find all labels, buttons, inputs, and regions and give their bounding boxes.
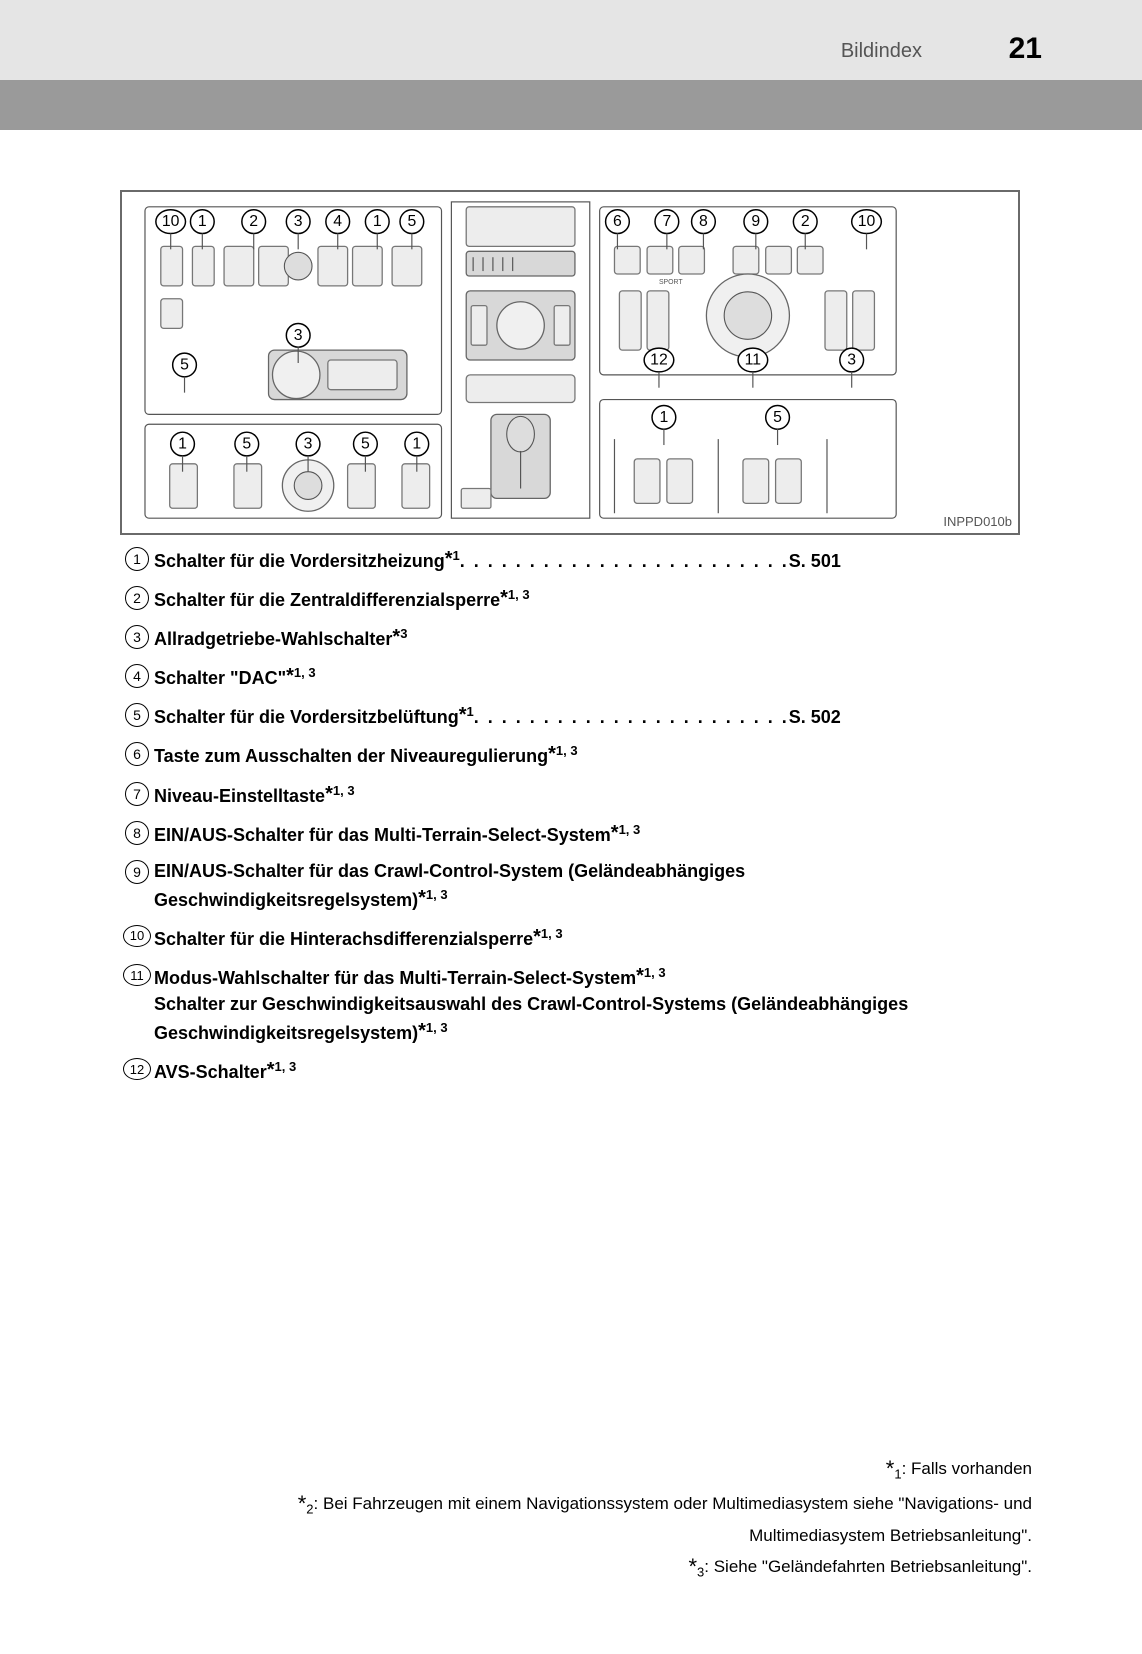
callout-number: 1 bbox=[198, 213, 207, 230]
manual-page: Bildindex 21 bbox=[0, 0, 1142, 1654]
legend-number: 1 bbox=[125, 547, 149, 571]
legend-number: 11 bbox=[123, 964, 151, 986]
footnote: *3: Siehe "Geländefahrten Betriebsanleit… bbox=[212, 1549, 1032, 1584]
callout-number: 1 bbox=[178, 436, 187, 453]
legend-text: Niveau-Einstelltaste*1, 3 bbox=[154, 780, 1020, 809]
legend-row: 7Niveau-Einstelltaste*1, 3 bbox=[120, 780, 1020, 809]
callout-number: 5 bbox=[361, 436, 370, 453]
legend-number: 10 bbox=[123, 925, 151, 947]
footnote: *1: Falls vorhanden bbox=[212, 1451, 1032, 1486]
callout-number: 4 bbox=[333, 213, 342, 230]
center-console bbox=[451, 202, 589, 518]
legend-number: 12 bbox=[123, 1058, 151, 1080]
legend-number: 3 bbox=[125, 625, 149, 649]
callout-number: 2 bbox=[801, 213, 810, 230]
legend-number: 9 bbox=[125, 860, 149, 884]
legend-number: 5 bbox=[125, 703, 149, 727]
legend-row: 3Allradgetriebe-Wahlschalter*3 bbox=[120, 623, 1020, 652]
diagram-svg: SPORT 10123415678921035121131535115 bbox=[122, 192, 1018, 533]
callout-number: 10 bbox=[858, 213, 876, 230]
right-top-controls: SPORT bbox=[614, 246, 874, 357]
left-bottom-controls bbox=[170, 460, 430, 511]
legend-row: 8EIN/AUS-Schalter für das Multi-Terrain-… bbox=[120, 819, 1020, 848]
legend-row: 5Schalter für die Vordersitzbelüftung*1.… bbox=[120, 701, 1020, 730]
callout-number: 1 bbox=[373, 213, 382, 230]
legend-row: 4Schalter "DAC"*1, 3 bbox=[120, 662, 1020, 691]
callout-number: 7 bbox=[662, 213, 671, 230]
callout-number: 5 bbox=[180, 356, 189, 373]
legend-text: Modus-Wahlschalter für das Multi-Terrain… bbox=[154, 962, 1020, 1046]
legend-text: Taste zum Ausschalten der Niveauregulier… bbox=[154, 740, 1020, 769]
right-bottom-controls bbox=[614, 439, 827, 513]
legend-number: 4 bbox=[125, 664, 149, 688]
diagram-code: INPPD010b bbox=[943, 514, 1012, 529]
callout-number: 3 bbox=[294, 327, 303, 344]
left-top-controls bbox=[161, 246, 422, 328]
callout-number: 12 bbox=[650, 352, 668, 369]
legend-text: EIN/AUS-Schalter für das Crawl-Control-S… bbox=[154, 858, 1020, 913]
callout-number: 1 bbox=[660, 409, 669, 426]
legend-text: EIN/AUS-Schalter für das Multi-Terrain-S… bbox=[154, 819, 1020, 848]
legend-text: Schalter für die Vordersitzbelüftung*1. … bbox=[154, 701, 1020, 730]
callout-number: 3 bbox=[847, 352, 856, 369]
callout-number: 11 bbox=[745, 352, 762, 369]
legend-row: 9EIN/AUS-Schalter für das Crawl-Control-… bbox=[120, 858, 1020, 913]
svg-text:SPORT: SPORT bbox=[659, 279, 683, 286]
header-stripe bbox=[0, 80, 1142, 130]
footnote: *2: Bei Fahrzeugen mit einem Navigations… bbox=[212, 1486, 1032, 1548]
legend-text: Schalter für die Vordersitzheizung*1 . .… bbox=[154, 545, 1020, 574]
legend-row: 1Schalter für die Vordersitzheizung*1 . … bbox=[120, 545, 1020, 574]
footnotes: *1: Falls vorhanden*2: Bei Fahrzeugen mi… bbox=[212, 1451, 1032, 1584]
section-title: Bildindex bbox=[841, 40, 922, 63]
dashboard-diagram: SPORT 10123415678921035121131535115 bbox=[120, 190, 1020, 535]
legend-number: 8 bbox=[125, 821, 149, 845]
legend-row: 2Schalter für die Zentraldifferenzialspe… bbox=[120, 584, 1020, 613]
legend-row: 6Taste zum Ausschalten der Niveauregulie… bbox=[120, 740, 1020, 769]
legend-list: 1Schalter für die Vordersitzheizung*1 . … bbox=[120, 545, 1020, 1095]
left-mid-controls bbox=[269, 350, 407, 399]
callout-number: 2 bbox=[249, 213, 258, 230]
legend-row: 12AVS-Schalter*1, 3 bbox=[120, 1056, 1020, 1085]
callout-number: 5 bbox=[773, 409, 782, 426]
page-header: Bildindex 21 bbox=[0, 0, 1142, 130]
callout-number: 10 bbox=[162, 213, 180, 230]
legend-text: Schalter "DAC"*1, 3 bbox=[154, 662, 1020, 691]
legend-row: 10Schalter für die Hinterachsdifferenzia… bbox=[120, 923, 1020, 952]
legend-row: 11Modus-Wahlschalter für das Multi-Terra… bbox=[120, 962, 1020, 1046]
legend-number: 6 bbox=[125, 742, 149, 766]
callout-number: 1 bbox=[412, 436, 421, 453]
legend-number: 7 bbox=[125, 782, 149, 806]
callout-number: 3 bbox=[304, 436, 313, 453]
callout-number: 3 bbox=[294, 213, 303, 230]
callout-number: 5 bbox=[242, 436, 251, 453]
page-number: 21 bbox=[1009, 32, 1042, 66]
callout-number: 8 bbox=[699, 213, 708, 230]
legend-text: AVS-Schalter*1, 3 bbox=[154, 1056, 1020, 1085]
legend-text: Schalter für die Zentraldifferenzialsper… bbox=[154, 584, 1020, 613]
callout-number: 9 bbox=[751, 213, 760, 230]
callout-number: 5 bbox=[407, 213, 416, 230]
callout-number: 6 bbox=[613, 213, 622, 230]
legend-text: Schalter für die Hinterachsdifferenzials… bbox=[154, 923, 1020, 952]
legend-text: Allradgetriebe-Wahlschalter*3 bbox=[154, 623, 1020, 652]
legend-number: 2 bbox=[125, 586, 149, 610]
